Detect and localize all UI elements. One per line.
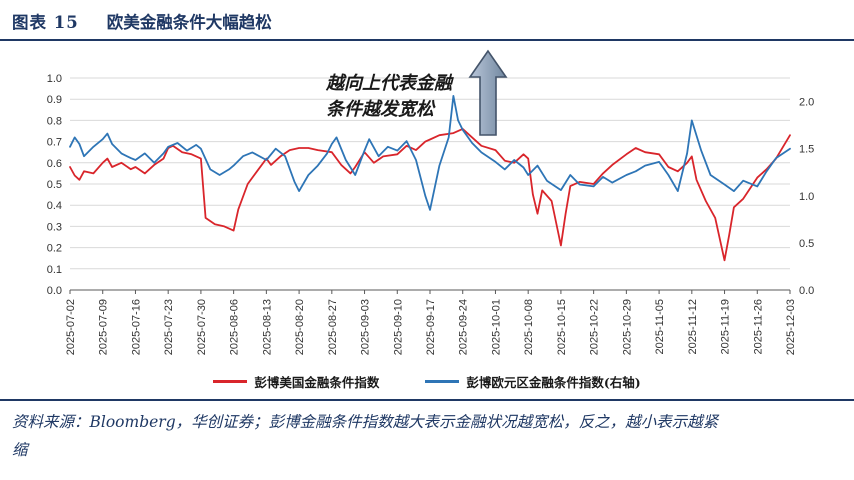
svg-text:2025-10-22: 2025-10-22	[589, 299, 601, 355]
blue-line-swatch	[425, 379, 460, 383]
svg-text:2025-11-12: 2025-11-12	[687, 299, 699, 354]
svg-text:2025-07-02: 2025-07-02	[65, 299, 77, 355]
legend-item-us: 彭博美国金融条件指数	[213, 372, 379, 391]
svg-text:2025-07-16: 2025-07-16	[130, 299, 142, 355]
svg-text:2025-07-30: 2025-07-30	[196, 299, 208, 355]
svg-text:0.0: 0.0	[47, 285, 62, 297]
svg-text:0.7: 0.7	[47, 137, 62, 149]
legend-label-eu: 彭博欧元区金融条件指数(右轴)	[466, 374, 641, 390]
svg-text:0.3: 0.3	[47, 221, 62, 233]
figure-header: 图表 15 欧美金融条件大幅趋松	[0, 0, 854, 41]
svg-text:2025-09-10: 2025-09-10	[392, 299, 404, 355]
svg-text:2.0: 2.0	[799, 97, 814, 109]
svg-text:1.0: 1.0	[47, 73, 62, 85]
svg-text:2025-10-08: 2025-10-08	[523, 299, 535, 355]
svg-text:2025-07-09: 2025-07-09	[98, 299, 110, 355]
right-axis-labels: 2.0 1.5 1.0 0.5 0.0	[799, 97, 814, 297]
svg-text:0.8: 0.8	[47, 115, 62, 127]
svg-text:0.5: 0.5	[799, 238, 814, 250]
svg-text:2025-10-15: 2025-10-15	[556, 299, 568, 355]
red-line-swatch	[213, 379, 248, 383]
svg-text:2025-08-27: 2025-08-27	[327, 299, 339, 355]
source-note: 资料来源：Bloomberg，华创证券；彭博金融条件指数越大表示金融状况越宽松，…	[0, 399, 854, 465]
svg-text:2025-08-20: 2025-08-20	[294, 299, 306, 355]
svg-text:2025-10-29: 2025-10-29	[621, 299, 633, 355]
svg-text:0.4: 0.4	[47, 200, 62, 212]
svg-text:0.5: 0.5	[47, 179, 62, 191]
chart-legend: 彭博美国金融条件指数 彭博欧元区金融条件指数(右轴)	[0, 371, 854, 391]
financial-conditions-chart: 1.0 0.9 0.8 0.7 0.6 0.5 0.4 0.3 0.2 0.1 0.0 2.0 1.5 1…	[47, 49, 814, 355]
svg-text:条件越发宽松: 条件越发宽松	[326, 99, 436, 120]
source-note-line1: 资料来源：Bloomberg，华创证券；彭博金融条件指数越大表示金融状况越宽松，…	[12, 413, 719, 431]
source-note-line2: 缩	[12, 440, 28, 459]
left-axis-labels: 1.0 0.9 0.8 0.7 0.6 0.5 0.4 0.3 0.2 0.1 0.0	[47, 73, 62, 297]
svg-text:2025-08-06: 2025-08-06	[229, 299, 241, 355]
legend-item-eu: 彭博欧元区金融条件指数(右轴)	[425, 372, 641, 391]
svg-text:2025-11-19: 2025-11-19	[720, 299, 732, 354]
svg-text:2025-11-05: 2025-11-05	[654, 299, 666, 354]
svg-text:0.0: 0.0	[799, 285, 814, 297]
series-line-left	[69, 128, 791, 262]
svg-text:2025-09-17: 2025-09-17	[425, 299, 437, 355]
figure-label: 图表 15	[12, 13, 79, 32]
svg-text:0.1: 0.1	[47, 264, 62, 276]
up-arrow-icon	[468, 49, 508, 136]
figure-title: 欧美金融条件大幅趋松	[106, 13, 272, 32]
svg-text:1.0: 1.0	[799, 191, 814, 203]
svg-text:0.2: 0.2	[47, 243, 62, 255]
legend-label-us: 彭博美国金融条件指数	[254, 374, 380, 390]
svg-text:2025-09-03: 2025-09-03	[360, 299, 372, 355]
svg-text:2025-12-03: 2025-12-03	[785, 299, 797, 355]
series-lines	[69, 95, 791, 262]
svg-text:1.5: 1.5	[799, 144, 814, 156]
svg-text:0.6: 0.6	[47, 158, 62, 170]
svg-text:2025-09-24: 2025-09-24	[458, 299, 470, 355]
svg-text:2025-11-26: 2025-11-26	[752, 299, 764, 354]
svg-text:2025-07-23: 2025-07-23	[163, 299, 175, 355]
svg-text:2025-10-01: 2025-10-01	[490, 299, 502, 355]
series-line-right	[69, 95, 791, 211]
svg-text:越向上代表金融: 越向上代表金融	[325, 73, 454, 94]
svg-text:2025-08-13: 2025-08-13	[261, 299, 273, 355]
x-axis-labels: 2025-07-02 2025-07-09 2025-07-16 2025-07-23…	[65, 290, 797, 355]
svg-text:0.9: 0.9	[47, 94, 62, 106]
